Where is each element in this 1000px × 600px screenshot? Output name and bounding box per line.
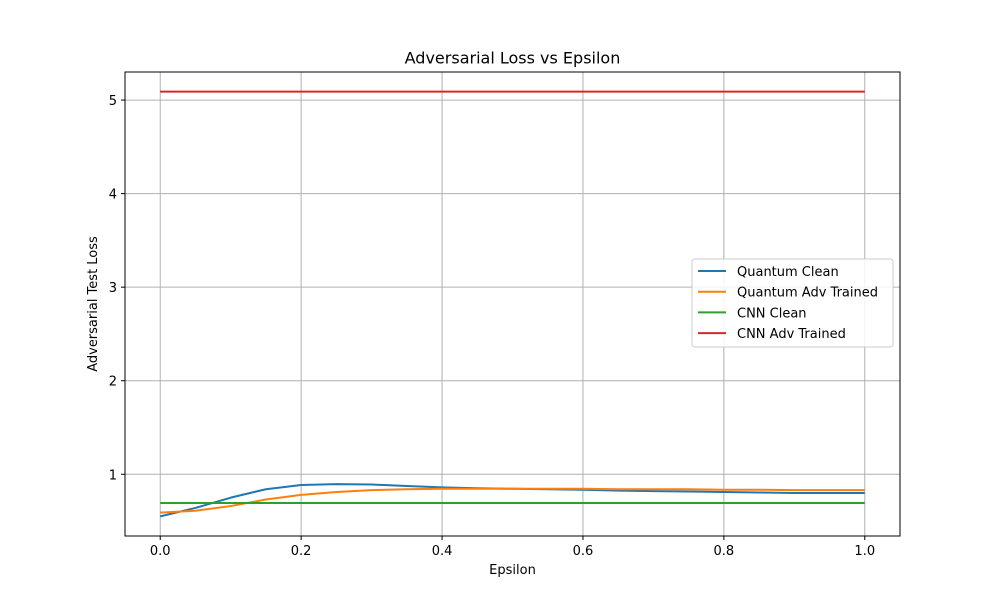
- y-tick-label: 4: [109, 188, 117, 203]
- y-axis-ticks: 1 2 3 4 5: [109, 94, 125, 483]
- x-axis-label: Epsilon: [489, 563, 536, 578]
- chart-title: Adversarial Loss vs Epsilon: [405, 49, 621, 68]
- series-lines: [159, 90, 865, 518]
- x-tick-label: 0.4: [432, 544, 453, 559]
- x-tick-label: 0.2: [291, 544, 312, 559]
- legend-label: Quantum Clean: [737, 265, 839, 280]
- y-tick-label: 2: [109, 375, 117, 390]
- x-tick-label: 1.0: [854, 544, 875, 559]
- legend-label: CNN Clean: [737, 306, 807, 321]
- x-tick-label: 0.0: [150, 544, 171, 559]
- legend-label: Quantum Adv Trained: [737, 286, 878, 301]
- x-tick-label: 0.8: [714, 544, 735, 559]
- y-axis-label: Adversarial Test Loss: [86, 236, 101, 372]
- series-line-quantum-adv-trained: [160, 487, 865, 514]
- y-tick-label: 5: [109, 94, 117, 109]
- legend: Quantum Clean Quantum Adv Trained CNN Clea…: [691, 258, 894, 348]
- x-tick-label: 0.6: [573, 544, 594, 559]
- x-axis-ticks: 0.0 0.2 0.4 0.6 0.8 1.0: [150, 536, 875, 559]
- plot-frame: [124, 71, 901, 537]
- legend-label: CNN Adv Trained: [737, 327, 846, 342]
- y-tick-label: 3: [109, 281, 117, 296]
- y-tick-label: 1: [109, 468, 117, 483]
- legend-box: [691, 258, 894, 348]
